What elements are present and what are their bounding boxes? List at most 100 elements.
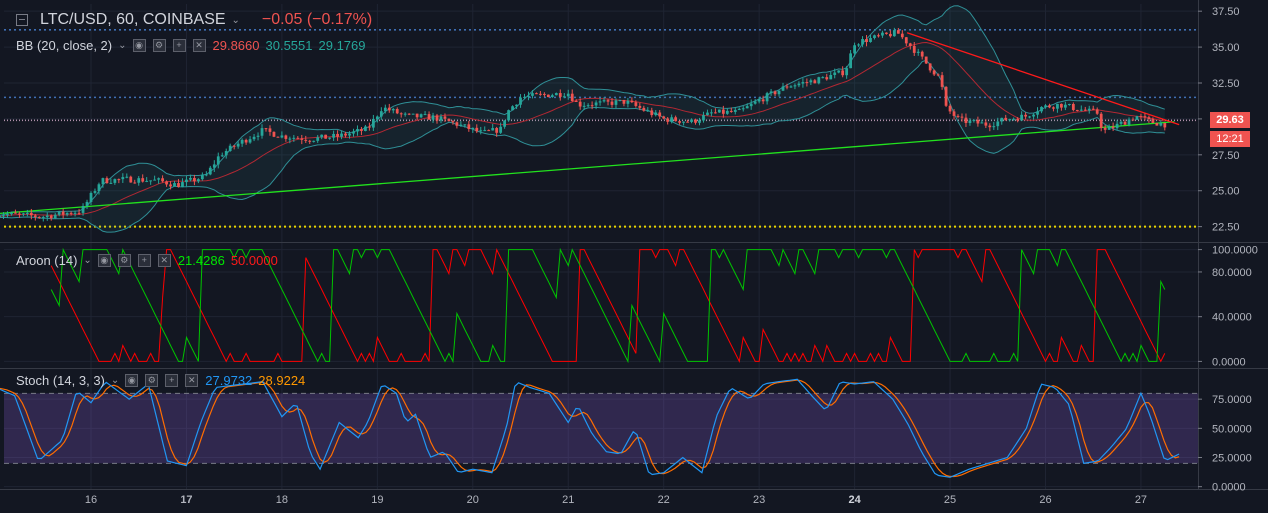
candle	[21, 213, 25, 215]
candle	[1020, 114, 1024, 121]
candle	[789, 86, 793, 88]
candle	[602, 100, 606, 102]
time-tick-label: 17	[180, 494, 192, 506]
symbol-title[interactable]: LTC/USD, 60, COINBASE	[40, 11, 226, 28]
candle	[475, 127, 479, 132]
candle	[813, 80, 817, 84]
price-change: −0.05 (−0.17%)	[261, 11, 373, 28]
candle	[399, 113, 403, 115]
candle	[821, 77, 825, 79]
chevron-down-icon[interactable]: ⌄	[118, 40, 127, 51]
candle	[435, 115, 439, 121]
eye-icon[interactable]: ◉	[125, 374, 139, 387]
axis-tick-label: 75.0000	[1212, 394, 1252, 406]
symbol-legend[interactable]: LTC/USD, 60, COINBASE ⌄ −0.05 (−0.17%)	[16, 11, 372, 29]
bb-label[interactable]: BB (20, close, 2)	[16, 38, 113, 53]
candle	[920, 51, 924, 57]
plus-icon[interactable]: +	[137, 254, 151, 267]
plus-icon[interactable]: +	[165, 374, 179, 387]
candle	[1044, 105, 1047, 107]
candle	[936, 74, 940, 76]
stoch-d-line	[0, 379, 1180, 478]
candle	[260, 128, 264, 136]
candle	[968, 120, 972, 123]
candle	[558, 93, 562, 97]
candle	[14, 212, 17, 214]
candle	[523, 96, 526, 98]
candle	[1103, 127, 1107, 130]
trendlines[interactable]	[0, 32, 1180, 215]
stoch-label[interactable]: Stoch (14, 3, 3)	[16, 373, 105, 388]
eye-icon[interactable]: ◉	[97, 254, 111, 267]
bb-legend[interactable]: BB (20, close, 2) ⌄ ◉ ⚙ + ✕ 29.8660 30.5551…	[16, 38, 366, 53]
plus-icon[interactable]: +	[172, 39, 186, 52]
candle	[650, 110, 654, 116]
candle	[885, 32, 888, 34]
candle	[741, 108, 745, 110]
gear-icon[interactable]: ⚙	[145, 374, 159, 387]
candle	[825, 77, 829, 80]
aroon-label[interactable]: Aroon (14)	[16, 253, 78, 268]
close-icon[interactable]: ✕	[192, 39, 206, 52]
aroon-legend[interactable]: Aroon (14) ⌄ ◉ ⚙ + ✕ 21.4286 50.0000	[16, 253, 278, 268]
candle	[515, 104, 518, 107]
candle	[375, 116, 379, 120]
candle	[427, 114, 431, 120]
stoch-legend[interactable]: Stoch (14, 3, 3) ⌄ ◉ ⚙ + ✕ 27.9732 28.9224	[16, 373, 305, 388]
candle	[161, 178, 164, 182]
candle	[149, 180, 153, 182]
candle	[49, 215, 53, 219]
axis-tick-label: 22.50	[1212, 222, 1240, 234]
candle	[507, 110, 510, 121]
candle	[153, 179, 157, 181]
candle	[169, 184, 172, 187]
bb-lower-line	[0, 59, 1165, 233]
candle	[344, 133, 347, 136]
candle	[324, 134, 328, 139]
candle	[916, 51, 920, 53]
close-icon[interactable]: ✕	[157, 254, 171, 267]
axis-tick-label: 0.0000	[1212, 356, 1246, 368]
candle	[423, 114, 427, 116]
candle	[626, 100, 630, 104]
candle	[395, 109, 399, 114]
candle	[407, 113, 411, 115]
candle	[300, 138, 304, 140]
gear-icon[interactable]: ⚙	[152, 39, 166, 52]
candle	[455, 122, 459, 126]
candle	[646, 110, 650, 112]
candle	[276, 136, 280, 138]
close-icon[interactable]: ✕	[185, 374, 199, 387]
price-axis[interactable]: 37.5035.0032.5030.0027.5025.0022.50100.0…	[1198, 6, 1258, 494]
candle	[928, 63, 932, 71]
chevron-down-icon[interactable]: ⌄	[83, 255, 92, 266]
chevron-down-icon[interactable]: ⌄	[110, 375, 120, 386]
aroon-up-value: 21.4286	[177, 253, 225, 268]
candle	[280, 135, 284, 138]
gear-icon[interactable]: ⚙	[117, 254, 131, 267]
candle	[1056, 103, 1059, 109]
candle	[499, 126, 503, 133]
candle	[666, 118, 670, 122]
time-tick-label: 24	[848, 494, 861, 506]
time-tick-label: 22	[658, 494, 670, 506]
candle	[415, 113, 419, 118]
candle	[765, 93, 769, 102]
candle	[1139, 116, 1143, 118]
candle	[364, 126, 367, 131]
candle	[1087, 108, 1091, 111]
time-axis[interactable]: 16 17 18 19 20 21 22 23 24 25 26 27	[85, 494, 1147, 506]
candle	[725, 110, 729, 114]
candle	[1143, 116, 1147, 118]
candle	[256, 135, 260, 137]
candle	[1079, 109, 1083, 111]
candle	[670, 117, 674, 122]
candle	[41, 217, 45, 219]
collapse-icon[interactable]	[16, 14, 28, 26]
time-tick-label: 27	[1135, 494, 1147, 506]
chevron-down-icon[interactable]: ⌄	[231, 14, 240, 26]
candle	[614, 100, 618, 105]
eye-icon[interactable]: ◉	[132, 39, 146, 52]
